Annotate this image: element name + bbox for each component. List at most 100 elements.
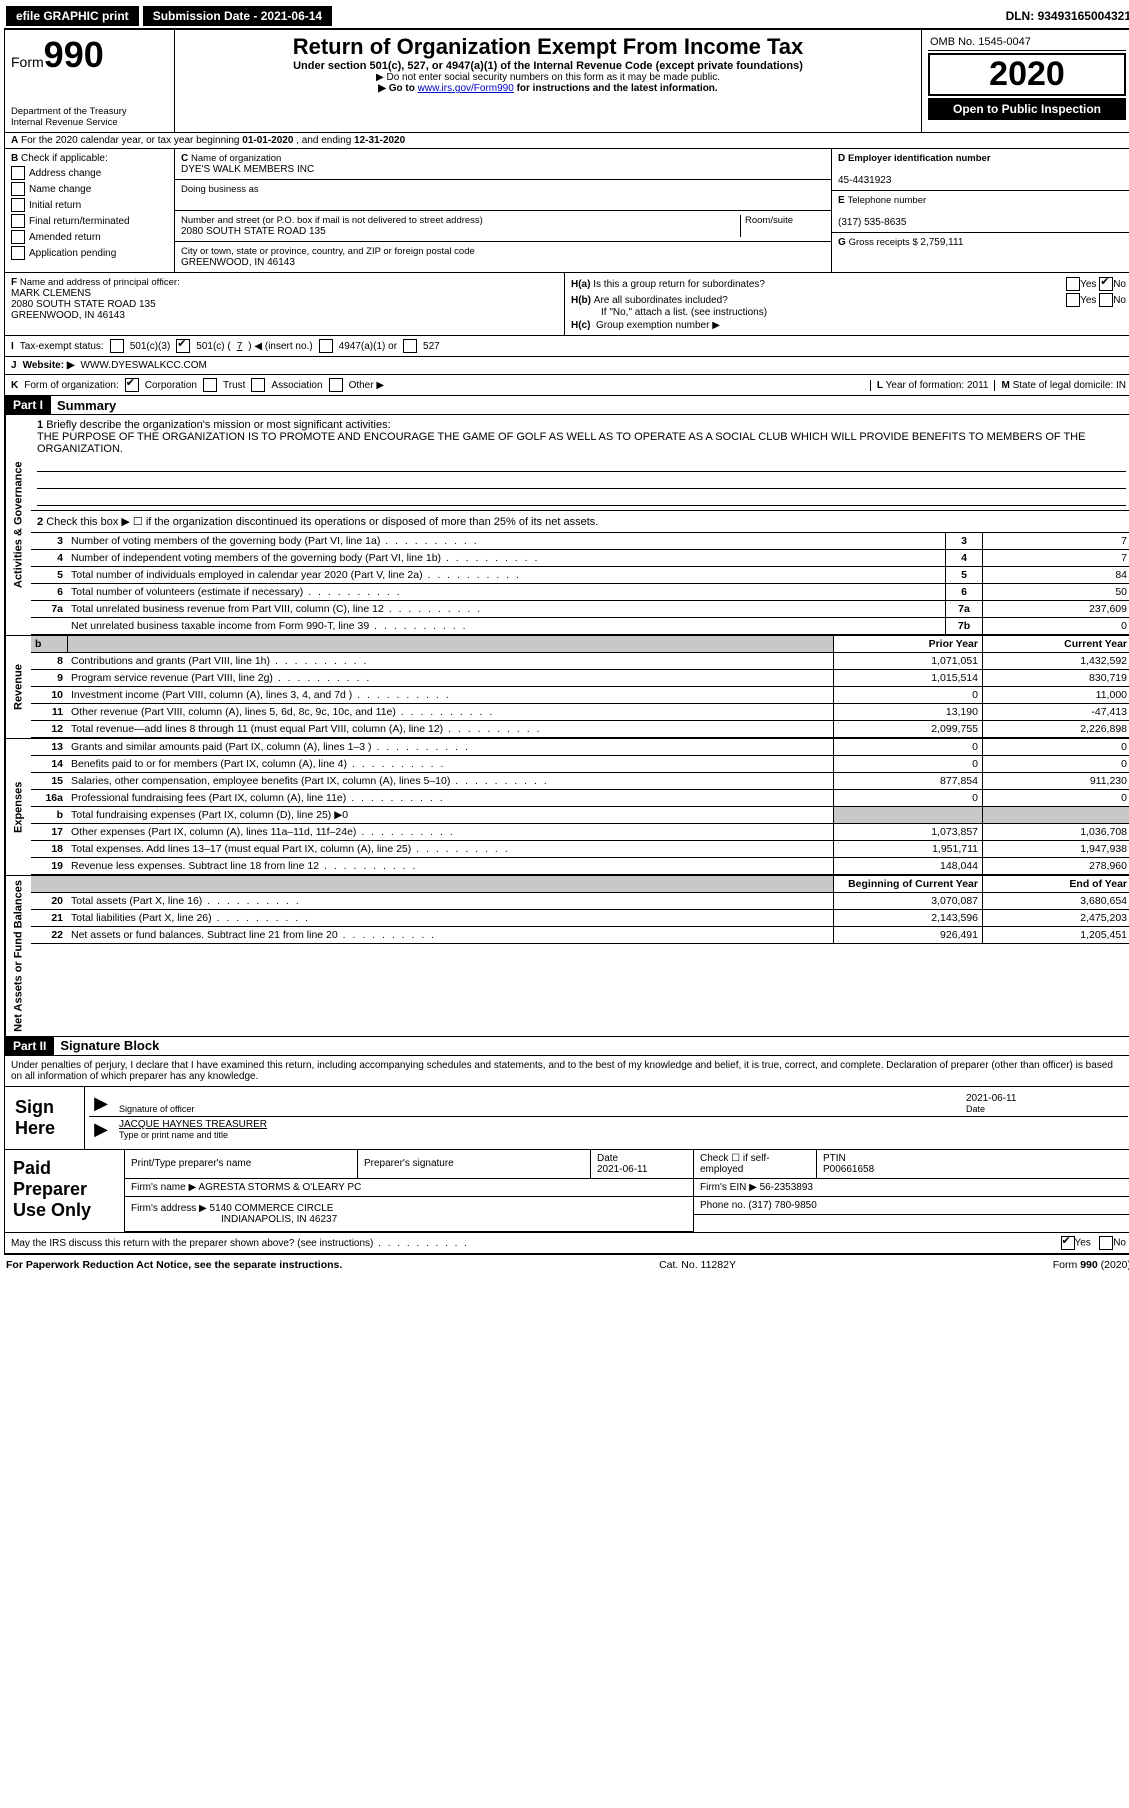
e-label: Telephone number bbox=[847, 195, 926, 206]
checkbox-icon[interactable] bbox=[203, 378, 217, 392]
b-opt-final[interactable]: Final return/terminated bbox=[11, 214, 168, 228]
k-label: Form of organization: bbox=[24, 380, 119, 391]
table-row: 4 Number of independent voting members o… bbox=[31, 550, 1129, 567]
checkbox-icon[interactable] bbox=[1099, 1236, 1113, 1250]
b-opt-name[interactable]: Name change bbox=[11, 182, 168, 196]
no-label: No bbox=[1113, 1238, 1126, 1249]
c-dba-label: Doing business as bbox=[181, 184, 259, 195]
ha-question: Is this a group return for subordinates? bbox=[593, 279, 1066, 290]
b-opt-pending[interactable]: Application pending bbox=[11, 246, 168, 260]
officer-addr1: 2080 SOUTH STATE ROAD 135 bbox=[11, 299, 156, 310]
prior-value: 0 bbox=[834, 756, 983, 773]
checkbox-icon[interactable] bbox=[319, 339, 333, 353]
b-opt-label: Name change bbox=[29, 184, 91, 195]
line-desc: Salaries, other compensation, employee b… bbox=[67, 773, 834, 790]
line-value: 50 bbox=[983, 584, 1129, 601]
checkbox-icon[interactable] bbox=[251, 378, 265, 392]
line-desc: Professional fundraising fees (Part IX, … bbox=[67, 790, 834, 807]
efile-print-button[interactable]: efile GRAPHIC print bbox=[6, 6, 139, 26]
checkbox-checked-icon[interactable] bbox=[176, 339, 190, 353]
discuss-q: May the IRS discuss this return with the… bbox=[11, 1238, 373, 1249]
checkbox-checked-icon[interactable] bbox=[1061, 1236, 1075, 1250]
current-value: 1,205,451 bbox=[983, 927, 1129, 944]
m-label: State of legal domicile: bbox=[1013, 380, 1116, 391]
footer-mid: Cat. No. 11282Y bbox=[659, 1259, 736, 1271]
letter-hc: H(c) bbox=[571, 320, 590, 331]
line-desc: Other expenses (Part IX, column (A), lin… bbox=[67, 824, 834, 841]
dln-label: DLN: bbox=[1006, 9, 1038, 23]
prior-value: 0 bbox=[834, 687, 983, 704]
header-mid: Return of Organization Exempt From Incom… bbox=[175, 30, 922, 132]
current-value: 0 bbox=[983, 739, 1129, 756]
line-num: b bbox=[31, 807, 67, 824]
letter-e: E bbox=[838, 195, 845, 206]
table-row: 9 Program service revenue (Part VIII, li… bbox=[31, 670, 1129, 687]
part-i-num: Part I bbox=[5, 396, 51, 414]
submission-date-button[interactable]: Submission Date - 2021-06-14 bbox=[143, 6, 332, 26]
k-other: Other ▶ bbox=[349, 380, 384, 391]
line-desc: Grants and similar amounts paid (Part IX… bbox=[67, 739, 834, 756]
instructions-link[interactable]: www.irs.gov/Form990 bbox=[418, 83, 514, 94]
checkbox-icon[interactable] bbox=[1099, 293, 1113, 307]
footer-right: Form 990 (2020) bbox=[1053, 1259, 1129, 1271]
firm-addr1: 5140 COMMERCE CIRCLE bbox=[210, 1203, 334, 1214]
line-num: 17 bbox=[31, 824, 67, 841]
checkbox-icon[interactable] bbox=[329, 378, 343, 392]
dln-value: 93493165004321 bbox=[1038, 9, 1129, 23]
i-label: Tax-exempt status: bbox=[20, 341, 104, 352]
letter-c: C bbox=[181, 153, 188, 164]
officer-name: MARK CLEMENS bbox=[11, 288, 91, 299]
form-header: Form990 Department of the Treasury Inter… bbox=[4, 29, 1129, 133]
part-i-title: Summary bbox=[51, 398, 116, 413]
line-desc: Other revenue (Part VIII, column (A), li… bbox=[67, 704, 834, 721]
prior-value: 13,190 bbox=[834, 704, 983, 721]
table-row: 13 Grants and similar amounts paid (Part… bbox=[31, 739, 1129, 756]
discuss-row: May the IRS discuss this return with the… bbox=[4, 1233, 1129, 1254]
table-row: 10 Investment income (Part VIII, column … bbox=[31, 687, 1129, 704]
prep-h5: PTIN bbox=[823, 1153, 846, 1164]
checkbox-icon[interactable] bbox=[1066, 277, 1080, 291]
goto-pre: Go to bbox=[389, 83, 418, 94]
letter-i: I bbox=[11, 341, 14, 352]
b-opt-amended[interactable]: Amended return bbox=[11, 230, 168, 244]
mission-text: THE PURPOSE OF THE ORGANIZATION IS TO PR… bbox=[37, 431, 1085, 455]
sig-name-label: Type or print name and title bbox=[119, 1130, 1126, 1140]
c-room-label: Room/suite bbox=[745, 215, 793, 226]
omb-number: OMB No. 1545-0047 bbox=[928, 34, 1126, 51]
line-desc: Total fundraising expenses (Part IX, col… bbox=[67, 807, 834, 824]
letter-b: B bbox=[11, 153, 18, 164]
org-name: DYE'S WALK MEMBERS INC bbox=[181, 164, 314, 175]
b-opt-address[interactable]: Address change bbox=[11, 166, 168, 180]
prep-h4: Check ☐ if self-employed bbox=[694, 1150, 817, 1179]
checkbox-icon[interactable] bbox=[1066, 293, 1080, 307]
checkbox-icon[interactable] bbox=[110, 339, 124, 353]
current-value: 0 bbox=[983, 790, 1129, 807]
row-a: A For the 2020 calendar year, or tax yea… bbox=[4, 133, 1129, 149]
mission-block: 1 Briefly describe the organization's mi… bbox=[31, 415, 1129, 511]
checkbox-checked-icon[interactable] bbox=[1099, 277, 1113, 291]
prior-value: 1,071,051 bbox=[834, 653, 983, 670]
checkbox-icon[interactable] bbox=[403, 339, 417, 353]
gross-receipts: 2,759,111 bbox=[920, 237, 963, 248]
form-990-number: 990 bbox=[44, 34, 104, 75]
checkbox-icon bbox=[11, 214, 25, 228]
yes-label: Yes bbox=[1075, 1238, 1091, 1249]
section-fh: F Name and address of principal officer:… bbox=[4, 273, 1129, 336]
row-klm: K Form of organization: Corporation Trus… bbox=[4, 375, 1129, 396]
phone-value: (317) 535-8635 bbox=[838, 217, 906, 228]
preparer-table: Print/Type preparer's name Preparer's si… bbox=[125, 1150, 1129, 1233]
net-assets-section: Net Assets or Fund Balances Beginning of… bbox=[4, 876, 1129, 1037]
checkbox-icon bbox=[11, 166, 25, 180]
b-opt-initial[interactable]: Initial return bbox=[11, 198, 168, 212]
i-501c3: 501(c)(3) bbox=[130, 341, 171, 352]
form-title: Return of Organization Exempt From Incom… bbox=[181, 34, 915, 60]
b-cell: b bbox=[31, 636, 67, 653]
prep-date: 2021-06-11 bbox=[597, 1164, 647, 1175]
line-num: 22 bbox=[31, 927, 67, 944]
f-box: F Name and address of principal officer:… bbox=[5, 273, 565, 335]
c-dba-box: Doing business as bbox=[175, 180, 831, 211]
checkbox-checked-icon[interactable] bbox=[125, 378, 139, 392]
part-ii-num: Part II bbox=[5, 1037, 54, 1055]
table-row: 18 Total expenses. Add lines 13–17 (must… bbox=[31, 841, 1129, 858]
b-opt-label: Final return/terminated bbox=[29, 216, 130, 227]
